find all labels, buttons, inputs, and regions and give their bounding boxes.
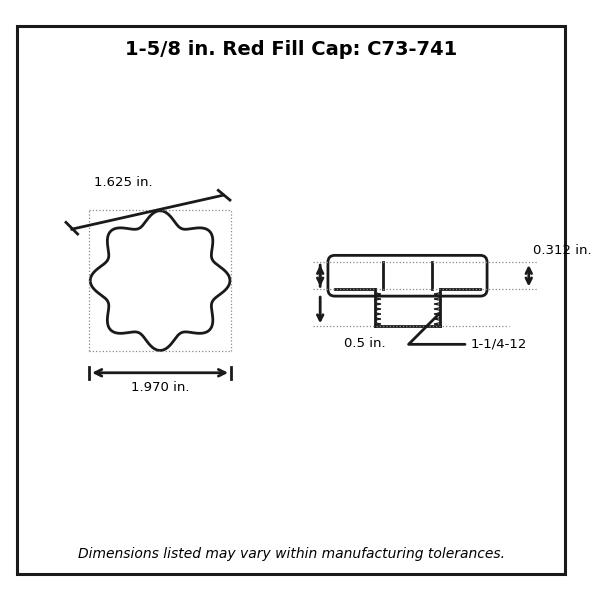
Text: 0.5 in.: 0.5 in. [344, 337, 386, 350]
Text: 1-1/4-12: 1-1/4-12 [409, 313, 527, 351]
FancyBboxPatch shape [328, 256, 487, 296]
Text: 1.970 in.: 1.970 in. [131, 381, 190, 394]
Text: 0.312 in.: 0.312 in. [533, 244, 591, 257]
Text: 1.625 in.: 1.625 in. [94, 176, 153, 189]
Text: 1-5/8 in. Red Fill Cap: C73-741: 1-5/8 in. Red Fill Cap: C73-741 [125, 40, 457, 59]
Text: Dimensions listed may vary within manufacturing tolerances.: Dimensions listed may vary within manufa… [77, 547, 505, 561]
